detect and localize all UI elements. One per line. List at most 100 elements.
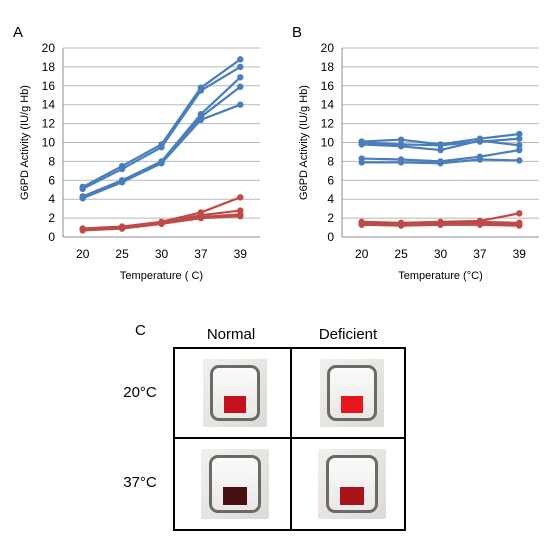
data-point <box>237 74 244 81</box>
data-point <box>516 135 523 142</box>
data-point <box>358 159 365 166</box>
grid-divider-vertical <box>290 349 292 529</box>
y-axis-label: G6PD Activity (IU/g Hb) <box>19 85 31 200</box>
x-tick-label: 39 <box>513 247 527 261</box>
row-header-37c: 37°C <box>123 474 157 491</box>
chart-a: 0 2 4 6 8 10 12 14 16 18 20 20 25 30 37 39 Temperature (… <box>19 41 260 282</box>
data-point <box>237 194 244 201</box>
y-tick-label: 10 <box>321 136 335 150</box>
data-point <box>197 214 205 222</box>
data-point <box>516 142 523 149</box>
data-point <box>516 157 523 164</box>
y-tick-label: 4 <box>48 192 55 206</box>
data-point <box>158 220 165 227</box>
x-tick-label: 25 <box>115 247 129 261</box>
data-point <box>358 221 365 228</box>
data-point <box>79 195 86 202</box>
reagent-pad <box>340 396 364 413</box>
data-point <box>397 222 405 229</box>
data-point <box>476 221 484 228</box>
photo-deficient-20c <box>320 359 384 427</box>
data-point <box>237 63 244 71</box>
photo-grid <box>173 347 406 531</box>
data-point <box>158 160 165 167</box>
column-header-normal: Normal <box>206 326 256 343</box>
test-window <box>210 365 260 421</box>
data-point <box>516 210 523 217</box>
y-tick-label: 10 <box>42 136 56 150</box>
data-point <box>437 146 444 154</box>
reagent-pad <box>223 396 247 413</box>
row-header-20c: 20°C <box>123 384 157 401</box>
data-point <box>516 222 523 229</box>
y-tick-label: 6 <box>48 173 55 187</box>
data-point <box>237 56 244 63</box>
reagent-pad <box>223 487 247 505</box>
y-tick-label: 20 <box>42 41 56 55</box>
y-tick-label: 12 <box>42 117 56 131</box>
data-point <box>397 159 405 166</box>
panel-label-c: C <box>135 322 146 339</box>
y-tick-label: 16 <box>321 79 335 93</box>
grid-divider-horizontal <box>175 437 404 439</box>
reagent-pad <box>340 487 364 505</box>
y-tick-label: 8 <box>48 154 55 168</box>
y-tick-label: 18 <box>321 60 335 74</box>
x-axis-label: Temperature (°C) <box>398 270 482 282</box>
y-tick-label: 4 <box>327 192 334 206</box>
y-tick-label: 12 <box>321 117 335 131</box>
data-point <box>197 87 205 94</box>
x-tick-label: 39 <box>234 247 248 261</box>
panel-label-b: B <box>292 24 303 41</box>
y-tick-label: 14 <box>321 98 335 112</box>
data-point <box>118 178 126 186</box>
photo-deficient-37c <box>318 449 386 519</box>
x-tick-label: 20 <box>355 247 369 261</box>
y-tick-label: 16 <box>42 79 56 93</box>
data-point <box>79 185 86 193</box>
photo-normal-20c <box>203 359 267 427</box>
x-tick-label: 30 <box>434 247 448 261</box>
data-point <box>437 221 444 228</box>
data-point <box>516 146 523 154</box>
data-point <box>437 142 444 149</box>
data-point <box>237 213 244 220</box>
x-axis-label: Temperature ( C) <box>120 270 203 282</box>
data-point <box>237 83 244 90</box>
data-point <box>397 136 405 143</box>
x-tick-label: 37 <box>473 247 487 261</box>
y-tick-label: 2 <box>48 211 55 225</box>
y-tick-label: 14 <box>42 98 56 112</box>
data-point <box>158 144 165 151</box>
data-point <box>476 137 484 144</box>
data-point <box>476 156 484 163</box>
photo-normal-37c <box>201 449 269 519</box>
data-point <box>437 160 444 167</box>
x-tick-label: 20 <box>76 247 90 261</box>
x-tick-label: 37 <box>194 247 208 261</box>
data-point <box>516 130 523 138</box>
panel-label-a: A <box>13 24 24 41</box>
data-point <box>358 141 365 148</box>
data-point <box>118 165 126 173</box>
x-tick-label: 25 <box>394 247 408 261</box>
y-tick-label: 0 <box>327 230 334 244</box>
y-tick-label: 2 <box>327 211 334 225</box>
chart-b: 0 2 4 6 8 10 12 14 16 18 20 20 25 30 37 39 Temperature (… <box>298 41 539 282</box>
y-tick-label: 20 <box>321 41 335 55</box>
column-header-deficient: Deficient <box>318 326 378 343</box>
y-tick-label: 18 <box>42 60 56 74</box>
data-point <box>118 225 126 232</box>
data-point <box>397 143 405 150</box>
data-point <box>237 101 244 108</box>
test-window <box>209 455 261 513</box>
y-tick-label: 0 <box>48 230 55 244</box>
data-point <box>197 116 205 124</box>
y-axis-label: G6PD Activity (IU/g Hb) <box>298 85 310 200</box>
data-point <box>79 227 86 234</box>
test-window <box>327 365 377 421</box>
test-window <box>326 455 378 513</box>
y-tick-label: 6 <box>327 173 334 187</box>
x-tick-label: 30 <box>155 247 169 261</box>
y-tick-label: 8 <box>327 154 334 168</box>
